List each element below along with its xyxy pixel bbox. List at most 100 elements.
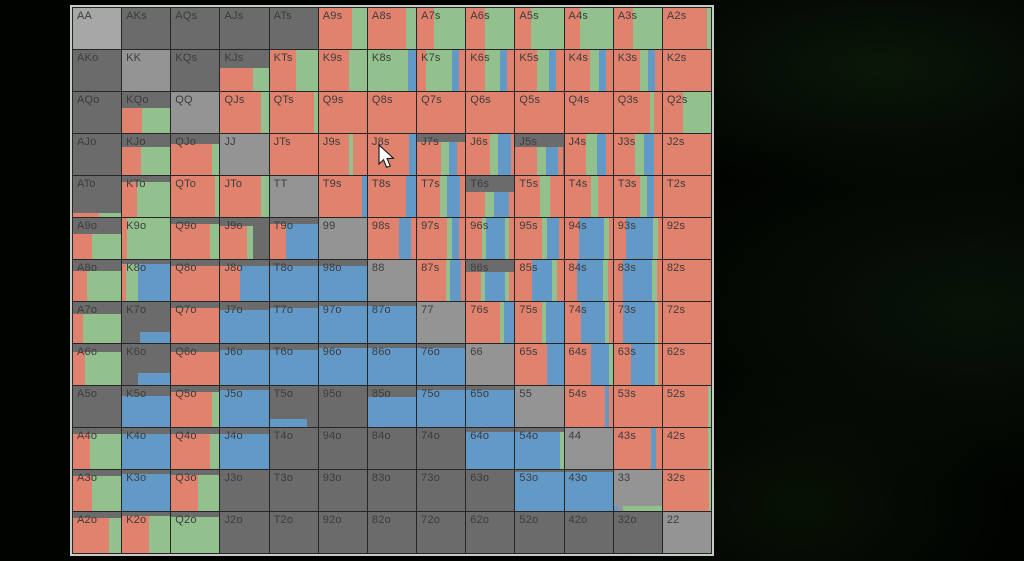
cell-44[interactable]: 44 — [564, 428, 613, 469]
cell-A7s[interactable]: A7s — [417, 8, 466, 49]
cell-95o[interactable]: 95o — [318, 386, 367, 427]
cell-94s[interactable]: 94s — [564, 218, 613, 259]
cell-KQo[interactable]: KQo — [122, 92, 171, 133]
cell-92o[interactable]: 92o — [318, 512, 367, 553]
cell-T5s[interactable]: T5s — [515, 176, 564, 217]
cell-82s[interactable]: 82s — [662, 260, 711, 301]
cell-22[interactable]: 22 — [662, 512, 711, 553]
cell-K3o[interactable]: K3o — [122, 470, 171, 511]
cell-Q2o[interactable]: Q2o — [171, 512, 220, 553]
cell-KTo[interactable]: KTo — [122, 176, 171, 217]
cell-AQo[interactable]: AQo — [73, 92, 122, 133]
cell-85s[interactable]: 85s — [515, 260, 564, 301]
cell-AJs[interactable]: AJs — [220, 8, 269, 49]
cell-88[interactable]: 88 — [367, 260, 417, 301]
cell-T4o[interactable]: T4o — [269, 428, 318, 469]
cell-76o[interactable]: 76o — [417, 344, 466, 385]
cell-87s[interactable]: 87s — [417, 260, 466, 301]
cell-A2o[interactable]: A2o — [73, 512, 122, 553]
cell-J9s[interactable]: J9s — [318, 134, 367, 175]
cell-A5s[interactable]: A5s — [515, 8, 564, 49]
cell-92s[interactable]: 92s — [662, 218, 711, 259]
cell-T3s[interactable]: T3s — [613, 176, 662, 217]
cell-K6s[interactable]: K6s — [466, 50, 515, 91]
cell-84s[interactable]: 84s — [564, 260, 613, 301]
cell-T7s[interactable]: T7s — [417, 176, 466, 217]
cell-J8o[interactable]: J8o — [220, 260, 269, 301]
cell-42o[interactable]: 42o — [564, 512, 613, 553]
cell-J2s[interactable]: J2s — [662, 134, 711, 175]
cell-64o[interactable]: 64o — [466, 428, 515, 469]
cell-52s[interactable]: 52s — [662, 386, 711, 427]
cell-T9o[interactable]: T9o — [269, 218, 318, 259]
cell-A3s[interactable]: A3s — [613, 8, 662, 49]
cell-J3o[interactable]: J3o — [220, 470, 269, 511]
cell-Q2s[interactable]: Q2s — [662, 92, 711, 133]
cell-33[interactable]: 33 — [613, 470, 662, 511]
cell-AKs[interactable]: AKs — [122, 8, 171, 49]
cell-Q8o[interactable]: Q8o — [171, 260, 220, 301]
cell-Q8s[interactable]: Q8s — [367, 92, 417, 133]
cell-32s[interactable]: 32s — [662, 470, 711, 511]
cell-32o[interactable]: 32o — [613, 512, 662, 553]
cell-ATo[interactable]: ATo — [73, 176, 122, 217]
cell-KK[interactable]: KK — [122, 50, 171, 91]
cell-T2s[interactable]: T2s — [662, 176, 711, 217]
cell-98s[interactable]: 98s — [367, 218, 417, 259]
cell-84o[interactable]: 84o — [367, 428, 417, 469]
cell-72s[interactable]: 72s — [662, 302, 711, 343]
cell-J5s[interactable]: J5s — [515, 134, 564, 175]
cell-K9o[interactable]: K9o — [122, 218, 171, 259]
cell-A9o[interactable]: A9o — [73, 218, 122, 259]
cell-66[interactable]: 66 — [466, 344, 515, 385]
cell-A6s[interactable]: A6s — [466, 8, 515, 49]
cell-86s[interactable]: 86s — [466, 260, 515, 301]
cell-K4o[interactable]: K4o — [122, 428, 171, 469]
cell-43s[interactable]: 43s — [613, 428, 662, 469]
cell-J7o[interactable]: J7o — [220, 302, 269, 343]
cell-J4o[interactable]: J4o — [220, 428, 269, 469]
cell-K8o[interactable]: K8o — [122, 260, 171, 301]
cell-J6o[interactable]: J6o — [220, 344, 269, 385]
cell-K7o[interactable]: K7o — [122, 302, 171, 343]
cell-86o[interactable]: 86o — [367, 344, 417, 385]
cell-85o[interactable]: 85o — [367, 386, 417, 427]
cell-K6o[interactable]: K6o — [122, 344, 171, 385]
cell-K5o[interactable]: K5o — [122, 386, 171, 427]
cell-75o[interactable]: 75o — [417, 386, 466, 427]
cell-AKo[interactable]: AKo — [73, 50, 122, 91]
cell-63s[interactable]: 63s — [613, 344, 662, 385]
cell-J2o[interactable]: J2o — [220, 512, 269, 553]
cell-72o[interactable]: 72o — [417, 512, 466, 553]
cell-T4s[interactable]: T4s — [564, 176, 613, 217]
cell-Q6s[interactable]: Q6s — [466, 92, 515, 133]
cell-52o[interactable]: 52o — [515, 512, 564, 553]
cell-J9o[interactable]: J9o — [220, 218, 269, 259]
cell-T8s[interactable]: T8s — [367, 176, 417, 217]
cell-83s[interactable]: 83s — [613, 260, 662, 301]
cell-65s[interactable]: 65s — [515, 344, 564, 385]
cell-AQs[interactable]: AQs — [171, 8, 220, 49]
cell-T8o[interactable]: T8o — [269, 260, 318, 301]
cell-64s[interactable]: 64s — [564, 344, 613, 385]
cell-QJs[interactable]: QJs — [220, 92, 269, 133]
cell-77[interactable]: 77 — [417, 302, 466, 343]
cell-T9s[interactable]: T9s — [318, 176, 367, 217]
cell-42s[interactable]: 42s — [662, 428, 711, 469]
cell-J5o[interactable]: J5o — [220, 386, 269, 427]
cell-A8o[interactable]: A8o — [73, 260, 122, 301]
cell-97s[interactable]: 97s — [417, 218, 466, 259]
cell-K5s[interactable]: K5s — [515, 50, 564, 91]
cell-62o[interactable]: 62o — [466, 512, 515, 553]
cell-Q5o[interactable]: Q5o — [171, 386, 220, 427]
cell-J7s[interactable]: J7s — [417, 134, 466, 175]
cell-Q6o[interactable]: Q6o — [171, 344, 220, 385]
cell-JTo[interactable]: JTo — [220, 176, 269, 217]
cell-QTs[interactable]: QTs — [269, 92, 318, 133]
cell-QQ[interactable]: QQ — [171, 92, 220, 133]
cell-KQs[interactable]: KQs — [171, 50, 220, 91]
cell-JJ[interactable]: JJ — [220, 134, 269, 175]
cell-TT[interactable]: TT — [269, 176, 318, 217]
cell-K4s[interactable]: K4s — [564, 50, 613, 91]
cell-JTs[interactable]: JTs — [269, 134, 318, 175]
